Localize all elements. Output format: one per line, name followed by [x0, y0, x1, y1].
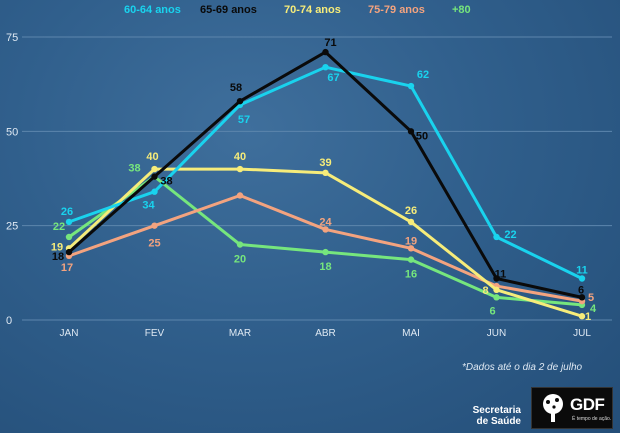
data-point — [151, 222, 158, 229]
data-label: 19 — [51, 241, 63, 253]
data-point — [578, 294, 586, 301]
data-point — [65, 218, 73, 226]
data-point — [151, 165, 158, 173]
data-label: 67 — [327, 72, 339, 84]
legend-item-65-69: 65-69 anos — [200, 4, 257, 16]
legend-item-75-79: 75-79 anos — [368, 4, 425, 16]
x-tick-label: FEV — [145, 328, 165, 339]
data-point — [407, 128, 415, 135]
gdf-logo-tagline: É tempo de ação. — [572, 416, 612, 422]
data-label: 38 — [160, 176, 172, 188]
data-note: *Dados até o dia 2 de julho — [462, 362, 583, 373]
data-label: 39 — [319, 157, 331, 169]
x-tick-label: ABR — [315, 328, 336, 339]
secretaria-label: Secretaria de Saúde — [472, 405, 521, 427]
data-point — [493, 275, 500, 282]
data-label: 18 — [319, 261, 331, 273]
data-point — [493, 233, 500, 241]
x-tick-label: JUN — [487, 328, 506, 339]
data-label: 6 — [489, 305, 495, 317]
x-tick-label: JAN — [60, 328, 79, 339]
data-label: 6 — [578, 284, 584, 296]
data-point — [322, 63, 329, 71]
tree-icon — [543, 394, 563, 422]
data-point — [322, 226, 329, 233]
data-point — [407, 256, 415, 263]
legend-item-60-64: 60-64 anos — [124, 4, 181, 16]
data-point — [322, 248, 329, 256]
data-label: 24 — [319, 216, 332, 228]
data-label: 38 — [128, 163, 140, 175]
y-tick-label: 0 — [6, 315, 12, 327]
data-label: 50 — [416, 130, 428, 142]
gdf-logo: GDF É tempo de ação. — [531, 387, 613, 429]
data-point — [322, 169, 329, 177]
data-label: 22 — [53, 221, 65, 233]
data-label: 18 — [52, 251, 64, 263]
data-point — [578, 275, 586, 282]
data-label: 8 — [482, 285, 488, 297]
data-label: 5 — [588, 292, 594, 304]
data-label: 11 — [495, 268, 507, 280]
legend-item-70-74: 70-74 anos — [284, 4, 341, 16]
data-label: 26 — [61, 206, 73, 218]
y-tick-label: 25 — [6, 221, 18, 233]
data-label: 20 — [234, 254, 246, 266]
chart-legend: 60-64 anos 65-69 anos 70-74 anos 75-79 a… — [0, 4, 620, 20]
data-point — [236, 192, 244, 199]
data-point — [407, 82, 415, 90]
data-point — [236, 165, 244, 173]
data-label: 40 — [146, 151, 158, 163]
data-point — [493, 286, 500, 294]
data-point — [65, 233, 73, 241]
data-label: 16 — [405, 269, 417, 281]
x-tick-label: JUL — [573, 328, 591, 339]
data-label: 58 — [230, 82, 242, 94]
data-label: 17 — [61, 262, 73, 274]
data-point — [65, 248, 73, 256]
data-point — [322, 48, 329, 56]
data-label: 62 — [417, 69, 429, 81]
data-point — [493, 294, 500, 301]
data-label: 25 — [148, 238, 160, 250]
x-tick-label: MAR — [229, 328, 251, 339]
data-label: 11 — [576, 264, 588, 276]
data-label: 57 — [238, 114, 250, 126]
data-point — [151, 173, 158, 180]
data-label: 40 — [234, 151, 246, 163]
data-point — [578, 313, 586, 320]
data-point — [407, 218, 415, 226]
data-label: 19 — [405, 235, 417, 247]
y-tick-label: 50 — [6, 126, 18, 138]
x-tick-label: MAI — [402, 328, 420, 339]
data-point — [407, 245, 415, 252]
data-point — [151, 188, 158, 195]
data-label: 71 — [324, 37, 336, 49]
legend-item-80: +80 — [452, 4, 471, 16]
y-tick-label: 75 — [6, 32, 18, 44]
data-label: 22 — [504, 229, 516, 241]
data-label: 4 — [590, 303, 597, 315]
gdf-logo-text: GDF — [570, 395, 605, 414]
data-label: 34 — [142, 200, 155, 212]
data-point — [236, 97, 244, 105]
data-label: 1 — [585, 311, 591, 323]
data-label: 26 — [405, 205, 417, 217]
data-point — [236, 241, 244, 248]
